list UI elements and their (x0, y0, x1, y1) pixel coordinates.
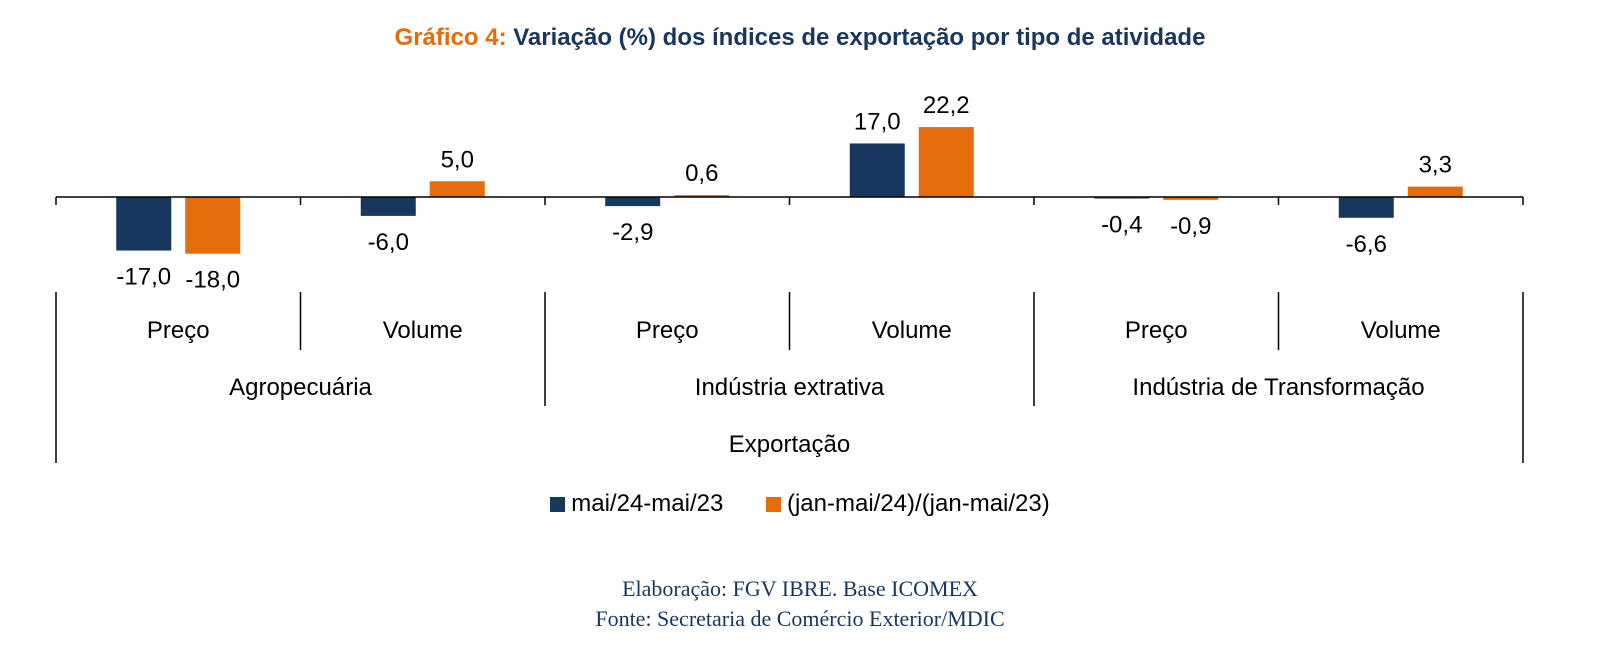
bar-chart: -17,0 -6,0 -2,9 17,0 -0,4 -6,6 -18,0 5,0 0,6 22,2… (55, 92, 1524, 463)
legend: mai/24-mai/23 (jan-mai/24)/(jan-mai/23) (0, 490, 1600, 519)
data-label-s1-c5: -0,4 (1101, 211, 1142, 238)
footer-credit: Elaboração: FGV IBRE. Base ICOMEX (622, 576, 978, 601)
category-label-4: Volume (872, 317, 952, 344)
data-label-s1-c6: -6,6 (1346, 231, 1387, 258)
data-label-s1-c2: -6,0 (368, 229, 409, 256)
legend-swatch-series-2 (765, 496, 781, 512)
data-label-s1-c3: -2,9 (612, 219, 653, 246)
data-label-s2-c5: -0,9 (1170, 213, 1211, 240)
bar-s1-c2 (360, 197, 416, 216)
category-label-5: Preço (1125, 317, 1188, 344)
supergroup-label: Exportação (729, 431, 850, 458)
category-label-1: Preço (147, 317, 210, 344)
bar-s2-c5 (1163, 197, 1219, 200)
bar-s1-c3 (605, 197, 661, 207)
group-label-1: Agropecuária (229, 374, 372, 401)
bar-s1-c1 (116, 197, 172, 251)
legend-label-series-2: (jan-mai/24)/(jan-mai/23) (786, 490, 1050, 517)
bar-s2-c4 (918, 127, 974, 197)
bar-s2-c1 (185, 197, 241, 254)
footer-source: Fonte: Secretaria de Comércio Exterior/M… (595, 606, 1005, 631)
group-label-2: Indústria extrativa (695, 374, 885, 401)
bar-s2-c2 (429, 181, 485, 197)
category-label-3: Preço (636, 317, 699, 344)
bar-s1-c6 (1338, 197, 1394, 218)
group-label-3: Indústria de Transformação (1132, 374, 1424, 401)
bar-s1-c4 (849, 143, 905, 197)
data-label-s1-c1: -17,0 (116, 264, 171, 291)
data-label-s2-c1: -18,0 (185, 267, 240, 294)
data-label-s2-c6: 3,3 (1419, 152, 1452, 179)
data-label-s2-c4: 22,2 (923, 92, 970, 119)
legend-label-series-1: mai/24-mai/23 (571, 490, 724, 517)
chart-title-text: Variação (%) dos índices de exportação p… (513, 24, 1206, 51)
chart-title: Gráfico 4: Variação (%) dos índices de e… (0, 24, 1600, 52)
data-label-s1-c4: 17,0 (854, 108, 901, 135)
category-label-6: Volume (1361, 317, 1441, 344)
legend-item-series-1: mai/24-mai/23 (550, 490, 723, 518)
data-label-s2-c3: 0,6 (685, 160, 718, 187)
bar-s2-c6 (1407, 186, 1463, 197)
legend-item-series-2: (jan-mai/24)/(jan-mai/23) (765, 490, 1050, 518)
data-label-s2-c2: 5,0 (441, 146, 474, 173)
bar-s2-c3 (674, 195, 730, 197)
category-label-2: Volume (383, 317, 463, 344)
legend-swatch-series-1 (550, 496, 566, 512)
chart-title-prefix: Gráfico 4: (394, 24, 507, 51)
